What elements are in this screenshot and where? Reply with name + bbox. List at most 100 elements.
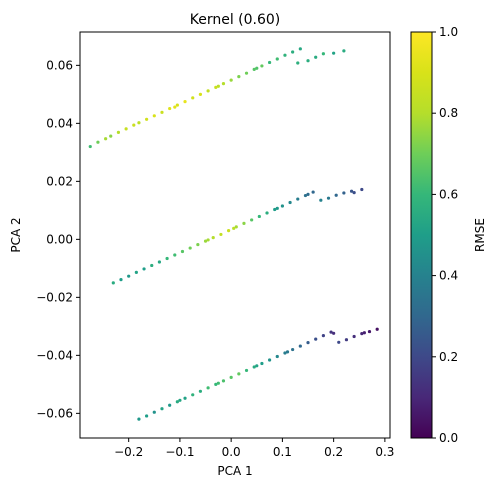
y-tick-label: −0.06	[36, 406, 73, 420]
data-point	[175, 103, 179, 107]
data-point	[244, 368, 249, 373]
data-point	[116, 130, 121, 134]
data-point	[160, 407, 164, 411]
data-point	[255, 66, 259, 70]
data-point	[178, 398, 182, 402]
data-point	[360, 187, 364, 192]
data-point	[152, 114, 156, 118]
data-point	[111, 281, 115, 285]
data-point	[273, 207, 277, 212]
data-point	[221, 82, 226, 86]
data-point	[367, 329, 372, 334]
data-point	[260, 361, 264, 366]
data-point	[124, 127, 128, 131]
data-point	[298, 47, 302, 51]
plot-area: −0.2 −0.1 0.0 0.1 0.2 0.3 −0.06 −0.04 −0.02 0.00…	[36, 31, 394, 459]
data-point	[96, 140, 100, 144]
colorbar-tick-label: 1.0	[439, 25, 458, 39]
data-point	[344, 338, 349, 342]
data-point	[337, 340, 341, 344]
colorbar: 0.0 0.2 0.4 0.6 0.8 1.0 RMSE	[410, 25, 487, 445]
y-axis-label: PCA 2	[9, 217, 23, 252]
data-point	[137, 417, 141, 421]
data-point	[296, 197, 300, 201]
data-point	[306, 192, 310, 196]
data-point	[234, 225, 238, 229]
data-point	[165, 256, 169, 261]
data-point	[362, 331, 366, 335]
y-tick-label: 0.00	[46, 232, 73, 246]
data-point	[168, 106, 172, 111]
data-point	[145, 414, 149, 418]
y-tick-label: 0.04	[46, 116, 73, 130]
data-point	[242, 221, 246, 225]
data-point	[303, 193, 308, 198]
data-point	[132, 123, 136, 127]
data-point	[183, 100, 187, 104]
data-point	[173, 253, 177, 257]
data-point	[206, 238, 210, 242]
colorbar-tick-label: 0.8	[439, 106, 458, 120]
colorbar-tick-label: 0.0	[439, 431, 458, 445]
data-point	[191, 393, 195, 397]
data-point	[321, 52, 325, 56]
data-point	[288, 200, 292, 205]
data-point	[265, 211, 269, 215]
data-point	[321, 334, 325, 338]
data-point	[198, 389, 203, 393]
x-tick-label: 0.3	[375, 445, 394, 459]
data-point	[275, 206, 279, 210]
data-point	[255, 364, 259, 368]
data-point	[150, 263, 154, 268]
data-point	[188, 246, 192, 250]
data-point	[168, 403, 172, 407]
x-axis-ticks: −0.2 −0.1 0.0 0.1 0.2 0.3	[114, 438, 394, 459]
data-point	[332, 331, 336, 335]
data-point	[142, 267, 146, 271]
data-point	[349, 189, 354, 193]
data-point	[291, 347, 295, 352]
data-point	[306, 59, 310, 63]
data-point	[342, 191, 346, 195]
data-point	[285, 350, 290, 354]
data-point	[257, 214, 261, 219]
data-point	[298, 344, 302, 348]
x-tick-label: 0.0	[222, 445, 241, 459]
data-point	[196, 242, 200, 247]
x-tick-label: −0.2	[114, 445, 143, 459]
data-point	[127, 274, 131, 278]
data-point	[237, 75, 241, 79]
colorbar-gradient	[410, 31, 433, 439]
data-point	[334, 193, 338, 197]
data-point	[160, 110, 164, 114]
data-point	[206, 89, 210, 93]
data-point	[216, 84, 220, 88]
data-point	[314, 55, 318, 59]
chart-title: Kernel (0.60)	[190, 12, 281, 28]
colorbar-tick-label: 0.4	[439, 269, 458, 283]
data-point	[329, 330, 333, 334]
colorbar-tick-label: 0.6	[439, 187, 458, 201]
data-point	[119, 278, 123, 282]
data-point	[134, 270, 138, 275]
data-point	[314, 337, 318, 341]
data-point	[375, 327, 379, 331]
data-point	[283, 351, 287, 355]
colorbar-label: RMSE	[473, 218, 487, 252]
data-point	[175, 400, 179, 404]
y-axis-ticks: −0.06 −0.04 −0.02 0.00 0.02 0.04 0.06	[36, 58, 80, 420]
data-point	[267, 358, 272, 362]
data-point	[206, 386, 210, 390]
data-point	[88, 144, 92, 149]
data-point	[306, 340, 310, 345]
data-point	[280, 204, 284, 208]
data-point	[275, 354, 279, 359]
data-point	[267, 60, 272, 65]
data-point	[227, 229, 231, 233]
data-point	[216, 381, 220, 385]
data-point	[221, 379, 226, 383]
data-point	[360, 332, 364, 336]
y-tick-label: 0.02	[46, 174, 73, 188]
data-point	[244, 71, 249, 75]
